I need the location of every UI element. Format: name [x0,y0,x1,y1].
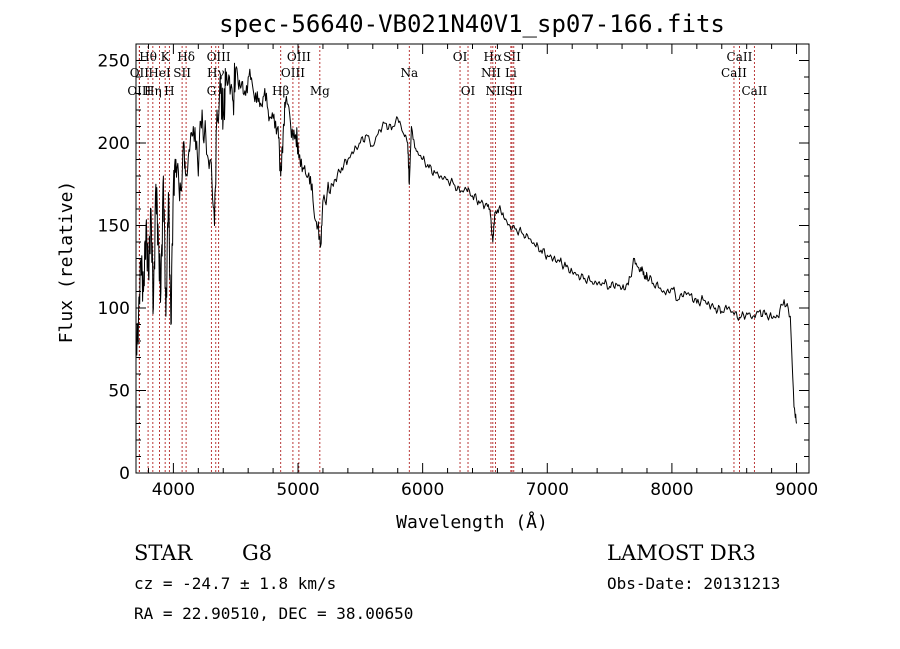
x-tick-label: 5000 [276,480,319,500]
axis-ticks-layer: 4000 5000 6000 7000 8000 9000 0 50 100 150 200 250 [98,44,818,500]
spectral-line-label: H [164,84,174,98]
spectral-line-label: Na [400,66,418,80]
spectral-line-label: HeI [148,66,171,80]
object-class: STAR [134,541,193,565]
subclass: G8 [242,541,272,565]
spectral-line-label: OIII [207,50,231,64]
spectral-line-label: Hη [144,84,162,98]
spectral-line-label: OIII [127,84,151,98]
spectrum-line [135,62,797,424]
spectral-line-label: Mg [310,84,330,98]
spectral-line-label: K [161,50,171,64]
spectral-line-label: OI [453,50,468,64]
spectral-line-label: SII [503,50,521,64]
spectral-line-label: CaII [721,66,747,80]
spectral-line-label: Hδ [177,50,195,64]
y-tick-label: 200 [98,134,130,154]
spectral-line-label: Hα [484,50,503,64]
x-axis-label: Wavelength (Å) [396,511,548,533]
survey-name: LAMOST DR3 [607,541,756,565]
x-tick-label: 6000 [401,480,444,500]
spectral-line-label: Hγ [207,66,225,80]
y-tick-label: 0 [119,464,130,484]
spectral-line-label: OIII [287,50,311,64]
y-tick-label: 100 [98,299,130,319]
x-tick-label: 4000 [152,480,195,500]
y-tick-label: 50 [108,382,130,402]
spectral-line-label: NII [481,66,501,80]
y-axis-label: Flux (relative) [56,181,77,344]
spectral-line-label: Hβ [272,84,289,98]
spectrum-layer [135,62,797,424]
chart-title: spec-56640-VB021N40V1_sp07-166.fits [219,10,725,38]
x-tick-label: 7000 [526,480,569,500]
spectral-line-label: CaII [727,50,753,64]
obs-date-text: Obs-Date: 20131213 [607,574,780,593]
spectral-lines-layer: Hθ OII OIII K HeI Hη SII H Hδ OIII Hγ G OIII OIII Hβ Mg… [127,46,768,473]
spectral-line-label: Li [505,66,517,80]
x-tick-label: 8000 [650,480,693,500]
spectral-line-label: SII [505,84,523,98]
coords-text: RA = 22.90510, DEC = 38.00650 [134,604,413,623]
y-tick-label: 250 [98,52,130,72]
spectral-line-label: OI [461,84,476,98]
spectral-line-label: G [207,84,217,98]
spectral-line-label: Hθ [139,50,157,64]
spectral-line-label: NII [485,84,505,98]
y-tick-label: 150 [98,217,130,237]
spectral-line-label: SII [173,66,191,80]
spectral-line-label: CaII [741,84,767,98]
spectral-line-label: OII [130,66,150,80]
x-tick-label: 9000 [775,480,818,500]
plot-frame [135,43,810,474]
spectral-line-label: OIII [281,66,305,80]
redshift-text: cz = -24.7 ± 1.8 km/s [134,574,336,593]
